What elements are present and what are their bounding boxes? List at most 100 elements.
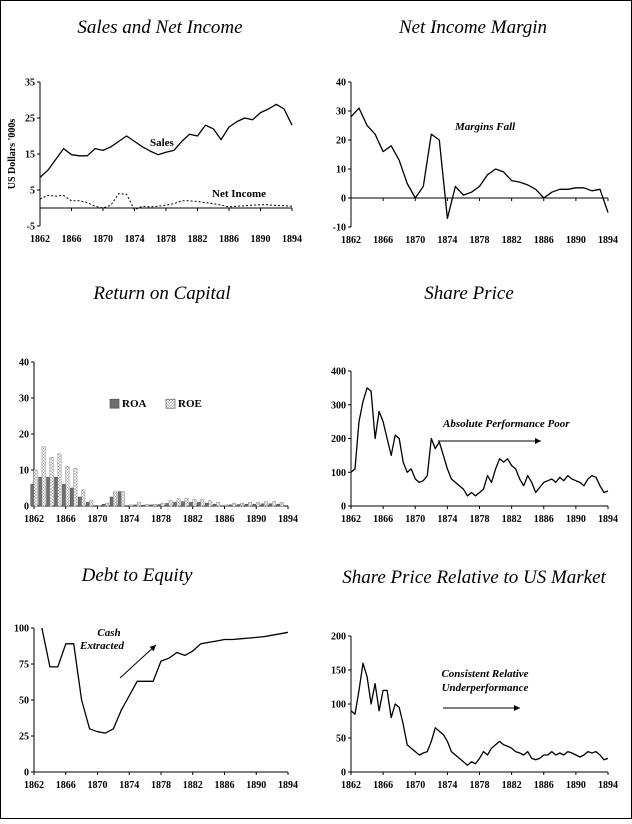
y-tick-label: 75 (19, 660, 29, 671)
x-tick-label: 1862 (341, 780, 361, 791)
bar-roa (134, 505, 137, 506)
bar-roa (205, 503, 208, 506)
legend-label-roe: ROE (178, 398, 202, 410)
x-tick-label: 1886 (534, 235, 554, 246)
bar-roa (197, 502, 200, 506)
bar-roe (90, 501, 93, 506)
bar-roa (253, 504, 256, 506)
y-tick-label: 20 (336, 136, 346, 147)
bar-roe (66, 466, 69, 506)
x-tick-label: 1882 (502, 514, 522, 525)
bar-roa (213, 504, 216, 506)
x-tick-label: 1894 (278, 514, 298, 525)
x-tick-label: 1866 (373, 780, 393, 791)
x-tick-label: 1874 (437, 514, 457, 525)
bar-roe (34, 470, 37, 506)
y-tick-label: 200 (331, 434, 346, 445)
y-tick-label: 25 (19, 732, 29, 743)
bar-roa (166, 503, 169, 506)
legend-swatch-roa (110, 399, 119, 408)
bar-roa (174, 502, 177, 506)
chart-title: Share Price (424, 283, 514, 304)
x-tick-label: 1882 (183, 780, 203, 791)
legend-label-roa: ROA (122, 398, 147, 410)
x-tick-label: 1882 (188, 234, 208, 245)
x-tick-label: 1894 (598, 780, 618, 791)
x-tick-label: 1890 (246, 514, 266, 525)
bar-roa (31, 484, 34, 506)
x-tick-label: 1882 (502, 235, 522, 246)
bar-roa (78, 497, 81, 506)
y-tick-label: 50 (336, 734, 346, 745)
bar-roe (169, 501, 172, 506)
annotation-arrow (120, 645, 156, 678)
y-tick-label: 20 (19, 430, 29, 441)
bar-roa (229, 505, 232, 506)
bar-roe (256, 502, 259, 506)
x-tick-label: 1870 (405, 780, 425, 791)
bar-roe (161, 503, 164, 506)
chart-title: Sales and Net Income (77, 17, 242, 38)
y-tick-label: 150 (331, 666, 346, 677)
y-tick-label: 5 (30, 186, 35, 197)
bar-roe (82, 490, 85, 506)
y-tick-label: 0 (341, 194, 346, 205)
y-tick-label: 30 (19, 394, 29, 405)
bar-roa (158, 505, 161, 506)
legend-swatch-roe (166, 399, 175, 408)
x-tick-label: 1878 (470, 514, 490, 525)
x-tick-label: 1894 (278, 780, 298, 791)
y-tick-label: -10 (333, 223, 346, 234)
bar-roe (248, 502, 251, 506)
bar-roe (145, 504, 148, 506)
annotation-underperformance: Underperformance (442, 682, 529, 694)
x-tick-label: 1894 (282, 234, 302, 245)
bar-roe (105, 503, 108, 506)
bar-roe (113, 492, 116, 506)
x-tick-label: 1882 (183, 514, 203, 525)
bar-roe (153, 504, 156, 506)
x-tick-label: 1886 (534, 780, 554, 791)
chart-title: Share Price Relative to US Market (342, 567, 606, 588)
annotation-extracted: Extracted (79, 640, 124, 652)
series-line (42, 628, 288, 733)
bar-roa (150, 505, 153, 506)
y-tick-label: 0 (341, 502, 346, 513)
x-tick-label: 1890 (251, 234, 271, 245)
bar-roe (272, 502, 275, 506)
annotation-cash: Cash (97, 627, 120, 639)
bar-roe (193, 500, 196, 506)
y-tick-label: 0 (24, 502, 29, 513)
y-tick-label: 0 (341, 768, 346, 779)
bar-roe (225, 505, 228, 506)
bar-roe (42, 447, 45, 506)
y-tick-label: 10 (19, 466, 29, 477)
x-tick-label: 1862 (341, 235, 361, 246)
bar-roe (121, 492, 124, 506)
x-tick-label: 1890 (566, 514, 586, 525)
x-tick-label: 1862 (24, 514, 44, 525)
bar-roa (54, 477, 57, 506)
bar-roe (232, 503, 235, 506)
bar-roe (217, 502, 220, 506)
x-tick-label: 1874 (119, 780, 139, 791)
x-tick-label: 1886 (215, 780, 235, 791)
x-tick-label: 1890 (246, 780, 266, 791)
y-tick-label: 50 (19, 696, 29, 707)
bar-roe (240, 503, 243, 506)
bar-roe (177, 499, 180, 506)
x-tick-label: 1890 (566, 235, 586, 246)
x-tick-label: 1882 (502, 780, 522, 791)
bar-roe (185, 498, 188, 506)
x-tick-label: 1866 (56, 780, 76, 791)
x-tick-label: 1886 (215, 514, 235, 525)
y-tick-label: 0 (24, 768, 29, 779)
bar-roa (70, 488, 73, 506)
x-tick-label: 1870 (93, 234, 113, 245)
chart-title: Return on Capital (92, 283, 230, 304)
bar-roe (129, 505, 132, 506)
